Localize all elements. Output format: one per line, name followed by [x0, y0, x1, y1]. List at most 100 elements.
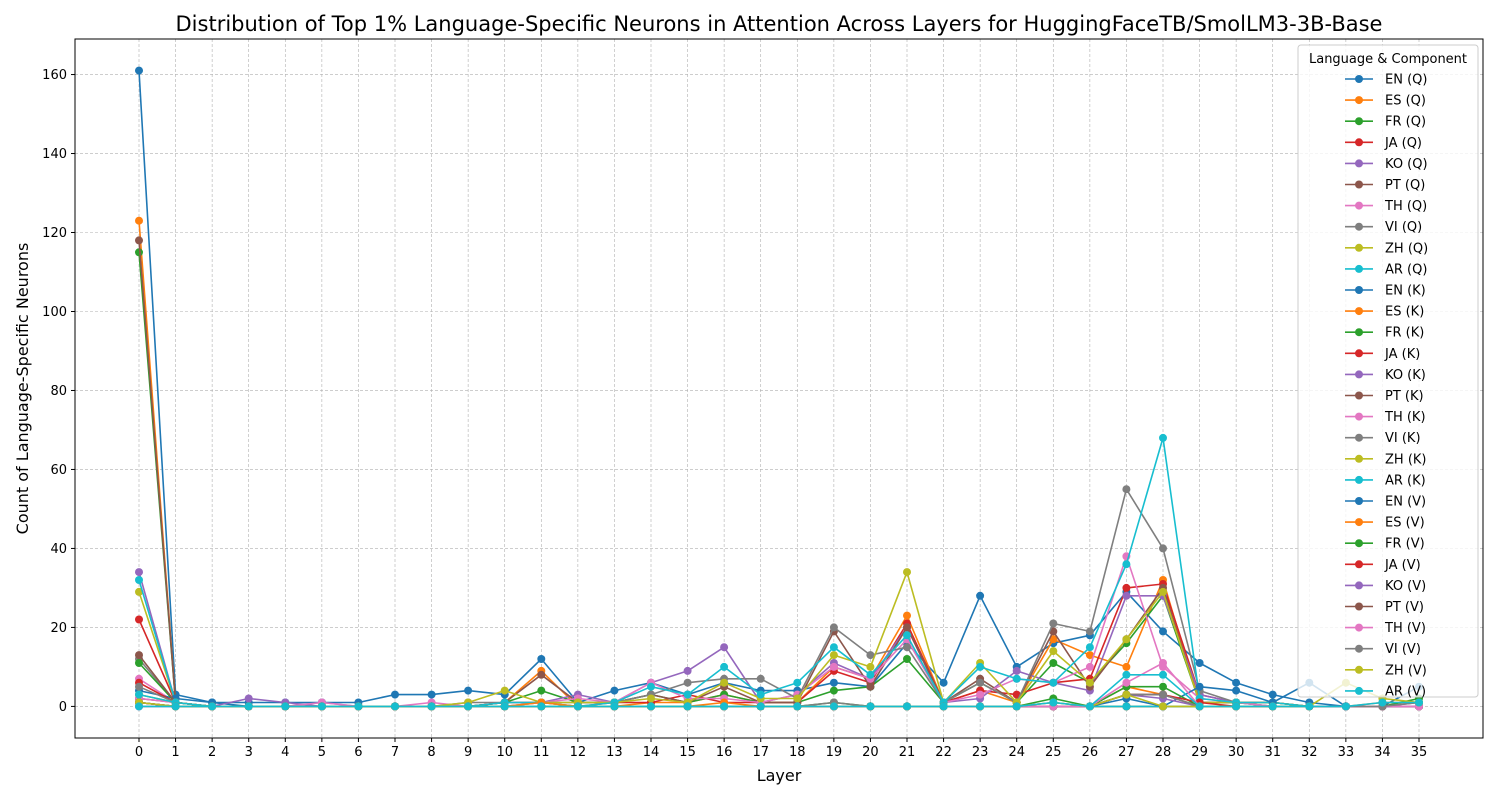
series-line — [139, 673, 1419, 708]
data-point — [1415, 698, 1423, 707]
legend-item: EN (V) — [1345, 495, 1426, 510]
data-point — [427, 702, 436, 711]
data-point — [793, 694, 802, 703]
data-point — [939, 678, 948, 687]
legend-swatch-marker — [1355, 307, 1363, 316]
x-tick-label: 12 — [570, 745, 587, 760]
data-point — [683, 678, 692, 687]
legend-swatch-marker — [1355, 264, 1363, 273]
x-tick-label: 27 — [1118, 745, 1135, 760]
series-line — [138, 252, 1419, 708]
series-line — [138, 579, 1419, 708]
x-tick-label: 29 — [1191, 745, 1208, 760]
y-tick-label: 40 — [50, 542, 67, 557]
data-point — [1159, 544, 1167, 553]
legend-label: ZH (V) — [1385, 663, 1427, 678]
legend-label: TH (Q) — [1384, 199, 1427, 214]
data-point — [1049, 635, 1058, 644]
data-point — [1085, 662, 1094, 671]
data-point — [1122, 635, 1131, 644]
data-point — [1159, 433, 1167, 442]
legend-label: JA (V) — [1384, 558, 1421, 573]
legend-item: ZH (K) — [1345, 452, 1426, 467]
x-tick-label: 28 — [1155, 745, 1172, 760]
legend-label: VI (V) — [1385, 642, 1421, 657]
data-point — [1085, 643, 1094, 652]
data-point — [171, 702, 180, 711]
y-tick-label: 0 — [59, 700, 67, 715]
legend-item: KO (V) — [1345, 579, 1426, 594]
legend-label: VI (Q) — [1385, 220, 1422, 235]
x-tick-label: 19 — [826, 745, 843, 760]
legend-title: Language & Component — [1309, 52, 1467, 67]
series-th-k — [135, 552, 1423, 711]
legend-item: TH (K) — [1345, 410, 1426, 425]
series-pt-q — [135, 236, 1423, 711]
legend-item: JA (K) — [1345, 347, 1420, 362]
data-point — [135, 587, 143, 596]
series-en-k — [135, 587, 1423, 711]
data-point — [1159, 587, 1167, 596]
data-point — [1122, 662, 1131, 671]
data-point — [1122, 560, 1131, 569]
data-point — [610, 702, 619, 711]
legend-swatch-marker — [1355, 243, 1363, 252]
legend-swatch-marker — [1355, 623, 1363, 632]
data-point — [939, 702, 948, 711]
data-point — [1085, 651, 1094, 660]
x-tick-label: 13 — [606, 745, 623, 760]
legend-item: PT (K) — [1345, 389, 1424, 404]
data-point — [683, 702, 692, 711]
data-point — [317, 702, 326, 711]
legend-swatch-marker — [1355, 117, 1363, 126]
legend-swatch-marker — [1355, 222, 1363, 231]
legend-swatch-marker — [1355, 560, 1363, 569]
series-ar-v — [135, 670, 1423, 711]
legend-label: FR (K) — [1385, 326, 1424, 341]
series-line — [138, 571, 1419, 708]
data-point — [683, 690, 692, 699]
legend-item: EN (K) — [1345, 284, 1426, 299]
x-tick-label: 24 — [1008, 745, 1025, 760]
data-point — [1122, 690, 1131, 699]
data-point — [464, 702, 473, 711]
data-point — [1049, 698, 1058, 707]
series-line — [138, 240, 1419, 708]
series-ko-k — [135, 591, 1423, 711]
data-point — [135, 66, 143, 75]
series-zh-q — [135, 587, 1423, 711]
x-tick-label: 4 — [281, 745, 289, 760]
legend-swatch-marker — [1355, 581, 1363, 590]
legend-item: VI (Q) — [1345, 220, 1422, 235]
legend-swatch-marker — [1355, 159, 1363, 168]
x-tick-label: 6 — [354, 745, 362, 760]
series-ja-q — [135, 615, 1423, 711]
data-point — [1159, 670, 1167, 679]
legend-label: PT (Q) — [1385, 178, 1425, 193]
data-point — [976, 678, 985, 687]
legend-box — [1297, 44, 1479, 698]
data-point — [647, 694, 655, 703]
legend-label: KO (K) — [1385, 368, 1426, 383]
data-point — [1159, 690, 1167, 699]
data-point — [1049, 619, 1058, 628]
legend-swatch-marker — [1355, 180, 1363, 189]
data-point — [244, 702, 253, 711]
data-point — [756, 702, 765, 711]
y-tick-label: 60 — [50, 463, 67, 478]
data-point — [976, 591, 985, 600]
x-tick-label: 20 — [862, 745, 879, 760]
x-tick-label: 8 — [427, 745, 435, 760]
data-point — [720, 662, 729, 671]
legend-label: FR (Q) — [1385, 115, 1426, 130]
legend-swatch-marker — [1355, 539, 1363, 548]
legend-label: ZH (Q) — [1385, 241, 1428, 256]
series-ar-k — [135, 433, 1423, 711]
legend-item: KO (Q) — [1345, 157, 1428, 172]
data-point — [135, 576, 143, 584]
data-point — [829, 686, 838, 695]
data-point — [720, 678, 729, 687]
x-tick-label: 35 — [1411, 745, 1428, 760]
data-point — [573, 702, 582, 711]
